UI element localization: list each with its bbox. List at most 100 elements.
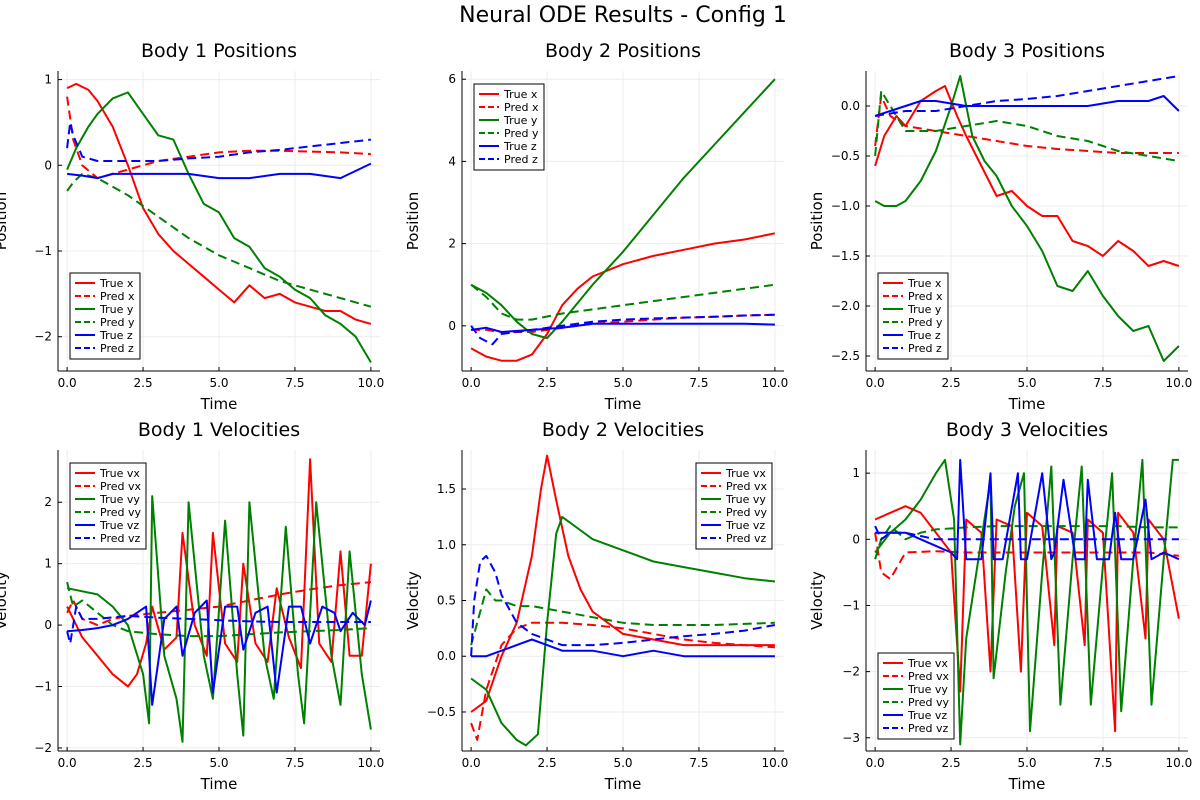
- series-line-pred-vz: [874, 525, 1179, 541]
- legend-label: Pred vz: [100, 532, 140, 545]
- x-axis-label: Time: [1008, 395, 1046, 413]
- y-tick-label: 1: [44, 73, 52, 87]
- y-tick-label: −0.5: [831, 149, 860, 163]
- legend-box: [877, 652, 955, 740]
- legend-box: [69, 462, 147, 550]
- x-axis-label: Time: [1008, 775, 1046, 793]
- legend-label: True vx: [907, 657, 948, 670]
- series-group: [66, 82, 372, 363]
- legend-label: Pred vx: [100, 480, 141, 493]
- y-tick-label: 2: [44, 495, 52, 509]
- x-tick-label: 10.0: [1166, 756, 1193, 770]
- y-tick-label: 0: [852, 532, 860, 546]
- series-line-true-vz: [67, 599, 372, 706]
- series-line-true-vy: [470, 515, 776, 747]
- series-line-true-x: [470, 232, 776, 362]
- series-line-true-vx: [470, 454, 775, 713]
- series-line-pred-vx: [66, 581, 371, 627]
- legend-label: Pred vz: [726, 532, 766, 545]
- legend-label: True vy: [725, 493, 766, 506]
- legend-label: Pred x: [908, 290, 943, 303]
- y-tick-label: 1: [44, 557, 52, 571]
- series-group: [470, 454, 776, 747]
- legend-label: True x: [99, 277, 134, 290]
- subplot-1: 0.0 2.5 5.0 7.5 10.0 −2 −1 0 1 Body 1 Positions Ti…: [0, 40, 384, 413]
- subplot-5: 0.0 2.5 5.0 7.5 10.0 −0.5 0.0 0.5 1.0 1.5 Body 2 V…: [404, 419, 788, 793]
- y-tick-label: 1.0: [437, 538, 456, 552]
- series-line-pred-x: [874, 95, 1179, 154]
- series-line-true-x: [874, 85, 1180, 267]
- y-tick-label: 0.0: [437, 649, 456, 663]
- series-line-pred-vy: [470, 588, 775, 646]
- subplot-title: Body 1 Velocities: [138, 419, 300, 441]
- x-tick-label: 2.5: [942, 756, 961, 770]
- series-group: [470, 78, 776, 362]
- legend-label: True vy: [907, 683, 948, 696]
- legend-label: True vz: [99, 519, 139, 532]
- legend-box: [473, 83, 545, 171]
- legend-label: Pred z: [504, 153, 538, 166]
- legend-label: Pred x: [100, 290, 135, 303]
- series-line-pred-z: [874, 75, 1180, 117]
- x-tick-label: 5.0: [209, 376, 228, 390]
- series-line-pred-vx: [874, 532, 1180, 580]
- x-tick-label: 7.5: [1093, 756, 1112, 770]
- x-tick-label: 10.0: [358, 756, 385, 770]
- subplot-3: 0.0 2.5 5.0 7.5 10.0 −2.5 −2.0 −1.5 −1.0 −0.5 0.0 B…: [808, 40, 1192, 413]
- subplot-title: Body 2 Velocities: [542, 419, 704, 441]
- x-tick-label: 7.5: [285, 756, 304, 770]
- series-line-pred-y: [66, 172, 372, 308]
- legend-label: True z: [99, 329, 133, 342]
- y-tick-label: −1.0: [831, 199, 860, 213]
- x-axis-label: Time: [200, 395, 238, 413]
- series-line-true-vx: [66, 458, 372, 688]
- legend-label: True vx: [725, 467, 766, 480]
- series-line-pred-y: [874, 90, 1180, 162]
- series-line-true-vz: [471, 638, 775, 658]
- x-axis-label: Time: [604, 395, 642, 413]
- y-tick-label: −1: [34, 244, 52, 258]
- legend-label: True vy: [99, 493, 140, 506]
- legend-label: True y: [907, 303, 942, 316]
- series-line-true-vy: [66, 495, 372, 743]
- x-tick-label: 7.5: [1093, 376, 1112, 390]
- y-tick-label: −2: [34, 741, 52, 755]
- x-tick-label: 2.5: [538, 376, 557, 390]
- y-tick-label: 2: [448, 237, 456, 251]
- y-tick-label: 0: [44, 618, 52, 632]
- x-tick-label: 7.5: [689, 756, 708, 770]
- x-tick-label: 5.0: [1017, 756, 1036, 770]
- legend-label: Pred y: [908, 316, 943, 329]
- y-axis-label: Position: [808, 192, 826, 250]
- x-tick-label: 2.5: [134, 376, 153, 390]
- x-tick-label: 0.0: [462, 376, 481, 390]
- legend-box: [69, 272, 141, 360]
- y-tick-label: −0.5: [427, 705, 456, 719]
- legend-label: True z: [503, 140, 537, 153]
- y-axis-label: Position: [0, 192, 10, 250]
- series-line-true-z: [874, 95, 1180, 117]
- legend-label: Pred y: [100, 316, 135, 329]
- subplot-title: Body 2 Positions: [545, 40, 701, 62]
- x-tick-label: 5.0: [613, 756, 632, 770]
- legend-label: Pred vy: [726, 506, 767, 519]
- legend-label: Pred vy: [908, 696, 949, 709]
- legend-label: Pred vx: [726, 480, 767, 493]
- subplot-title: Body 3 Velocities: [946, 419, 1108, 441]
- y-tick-label: 0.5: [437, 594, 456, 608]
- series-line-pred-x: [66, 96, 371, 180]
- x-tick-label: 0.0: [58, 756, 77, 770]
- x-tick-label: 7.5: [689, 376, 708, 390]
- x-tick-label: 0.0: [462, 756, 481, 770]
- legend-box: [877, 272, 949, 360]
- x-tick-label: 0.0: [866, 376, 885, 390]
- legend-label: Pred z: [908, 342, 942, 355]
- legend-label: Pred z: [100, 342, 134, 355]
- x-tick-label: 0.0: [866, 756, 885, 770]
